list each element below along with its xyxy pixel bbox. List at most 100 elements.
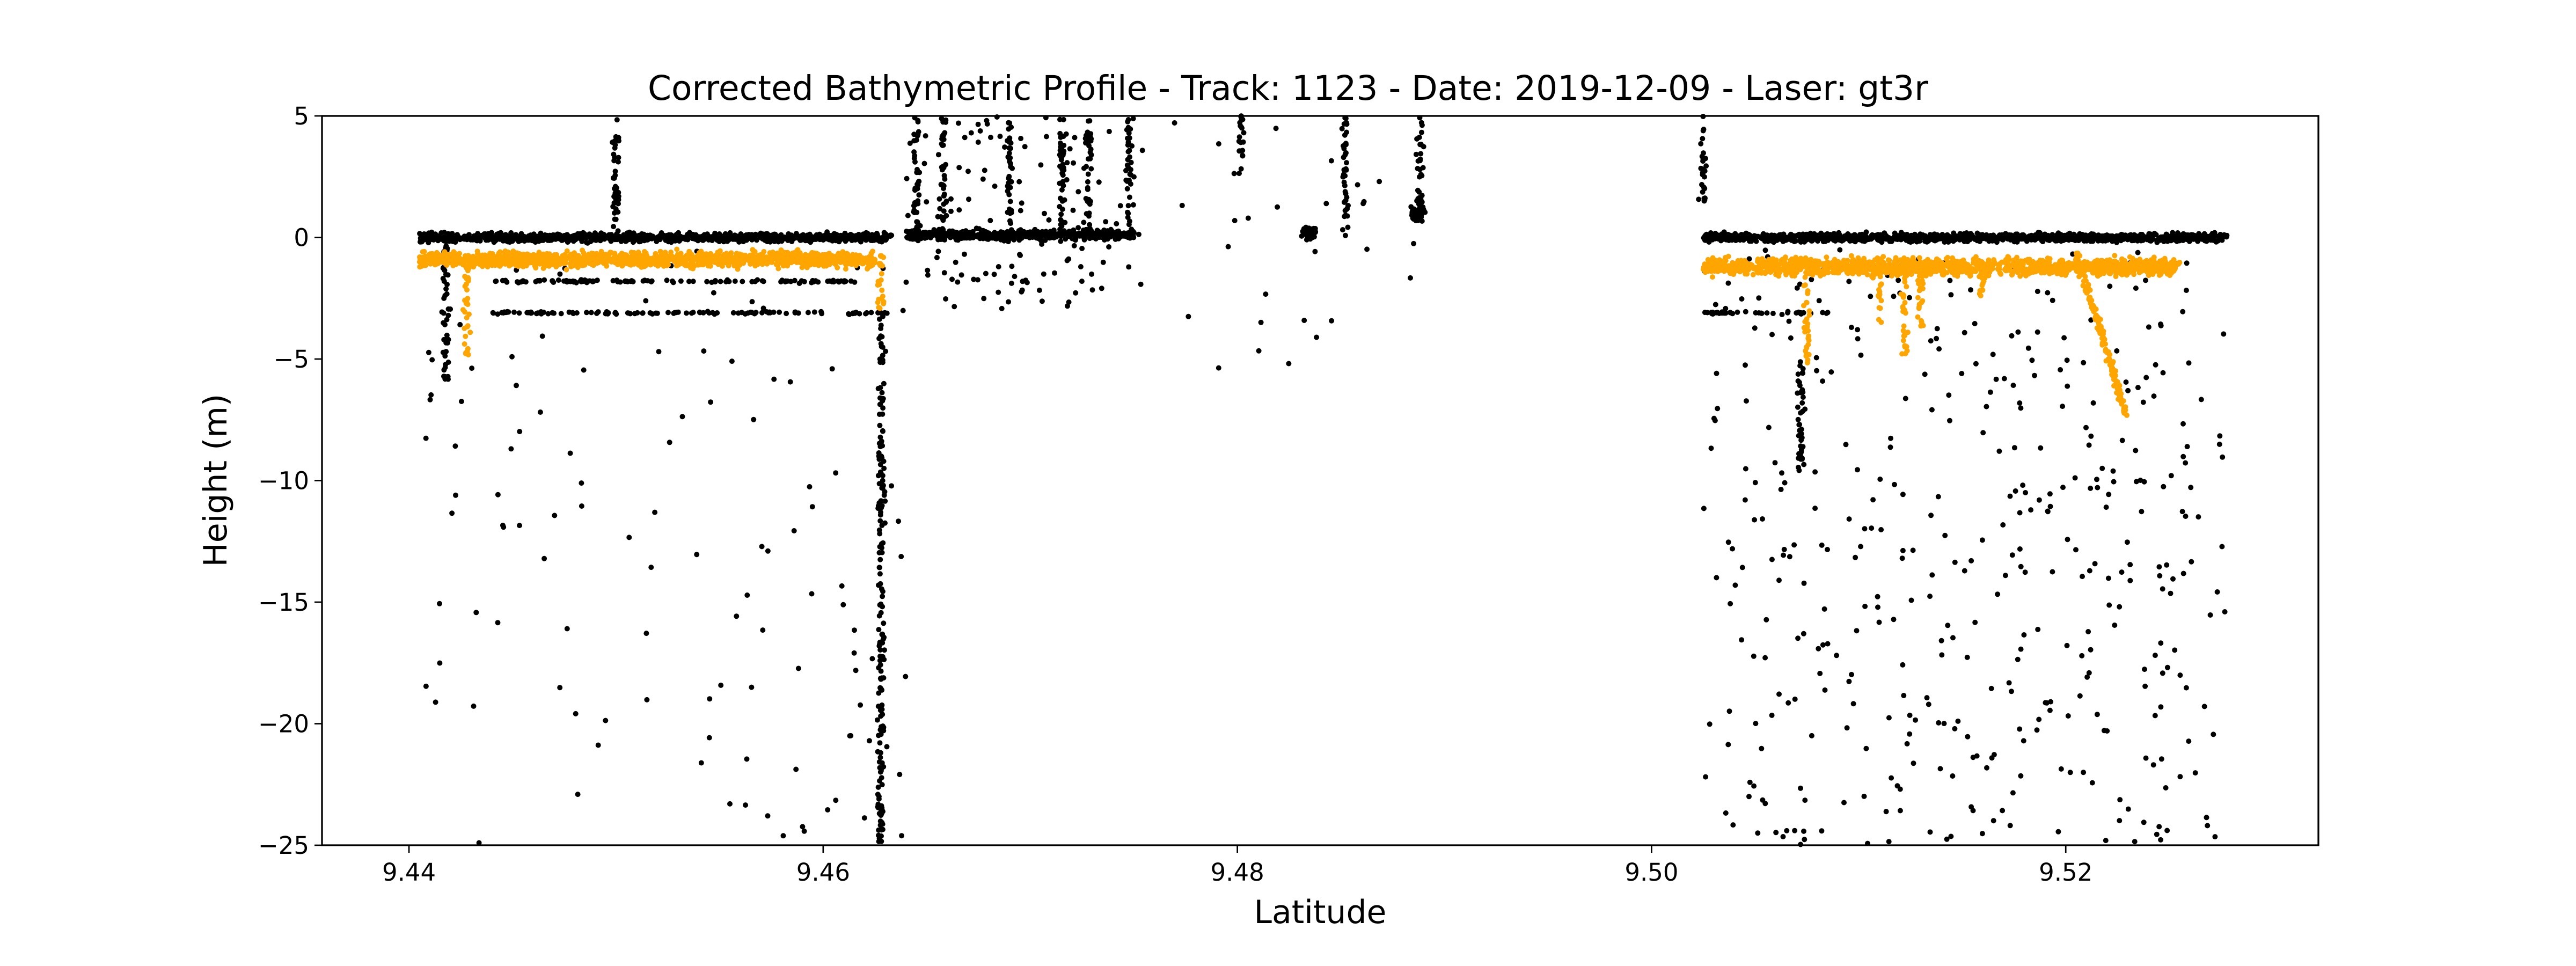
photon-point [879,827,884,833]
photon-point [896,518,902,524]
photon-point [1057,116,1063,122]
photon-point [612,169,618,174]
photon-point [1756,295,1762,301]
photon-point [876,500,882,506]
photon-point [2158,704,2164,710]
photon-point [2207,612,2213,618]
photon-point [612,190,618,196]
photon-point [2152,653,2158,658]
photon-point [952,304,957,310]
photon-point [1791,542,1797,548]
photon-point [2015,656,2021,662]
photon-point [568,279,574,284]
photon-point [1081,165,1087,171]
photon-point [564,626,570,632]
photon-point [1817,234,1823,240]
photon-point [2143,755,2149,761]
photon-point [674,233,679,239]
photon-point [662,233,668,239]
photon-point [2036,497,2042,503]
photon-point [1123,177,1129,183]
photon-point [615,279,621,284]
photon-point [879,632,885,638]
photon-point [2050,233,2055,239]
photon-point [1799,400,1805,406]
photon-point [1344,129,1349,135]
photon-point [1820,378,1826,384]
photon-point [443,374,448,379]
photon-point [851,650,857,656]
photon-point [1858,352,1864,358]
photon-point [2151,393,2157,399]
photon-point [981,296,987,302]
photon-point [2065,537,2070,543]
photon-point [1079,232,1085,238]
photon-point [1057,204,1063,209]
photon-point [846,311,852,317]
photon-point [1739,296,1745,302]
photon-point [509,237,515,243]
photon-point [1058,134,1064,140]
photon-point [882,498,888,504]
photon-point [541,555,547,561]
photon-point [2088,485,2094,491]
photon-point [1968,558,1974,564]
photon-point [2154,831,2160,837]
photon-point [640,278,646,284]
photon-point [1418,151,1424,157]
photon-point [2023,490,2029,495]
photon-point [712,279,718,285]
photon-point [1946,392,1952,398]
photon-point [943,296,949,302]
photon-point [1241,130,1247,136]
photon-point [613,216,619,222]
photon-point [2204,815,2209,821]
photon-point [2059,234,2065,239]
photon-point [690,310,696,316]
photon-point [2010,790,2016,796]
photon-point [2169,235,2175,240]
photon-point [1094,228,1100,233]
photon-point [1929,236,1935,242]
photon-point [767,235,773,241]
photon-point [1755,830,1761,836]
photon-point [1795,416,1801,422]
photon-point [1795,635,1801,641]
photon-point [1699,182,1704,187]
photon-point [1927,594,1933,599]
photon-point [639,231,645,237]
photon-point [1794,310,1799,316]
photon-point [2081,770,2087,775]
photon-point [1216,365,1221,371]
photon-point [936,196,942,202]
photon-point [807,484,813,489]
photon-point [2015,329,2021,335]
photon-point [438,230,444,236]
photon-point [1343,141,1349,147]
photon-point [706,735,712,741]
photon-point [1773,830,1779,836]
photon-point [1939,652,1945,658]
photon-point [940,163,946,169]
photon-point [2142,683,2148,689]
photon-point [1747,779,1753,785]
photon-point [2025,345,2031,351]
photon-point [1906,239,1912,245]
photon-point [1106,129,1112,134]
photon-point [915,118,921,123]
photon-point [1702,168,1708,174]
photon-point [848,733,854,738]
photon-point [629,278,635,284]
photon-point [537,409,543,415]
photon-point [780,833,786,839]
photon-point [648,279,654,284]
photon-point [987,217,993,223]
photon-point [879,775,884,781]
bathymetry-point [674,246,680,252]
photon-point [1039,241,1045,247]
photon-point [2035,329,2040,335]
photon-point [975,121,981,127]
photon-point [948,196,954,202]
photon-point [791,528,797,533]
photon-point [708,399,714,405]
